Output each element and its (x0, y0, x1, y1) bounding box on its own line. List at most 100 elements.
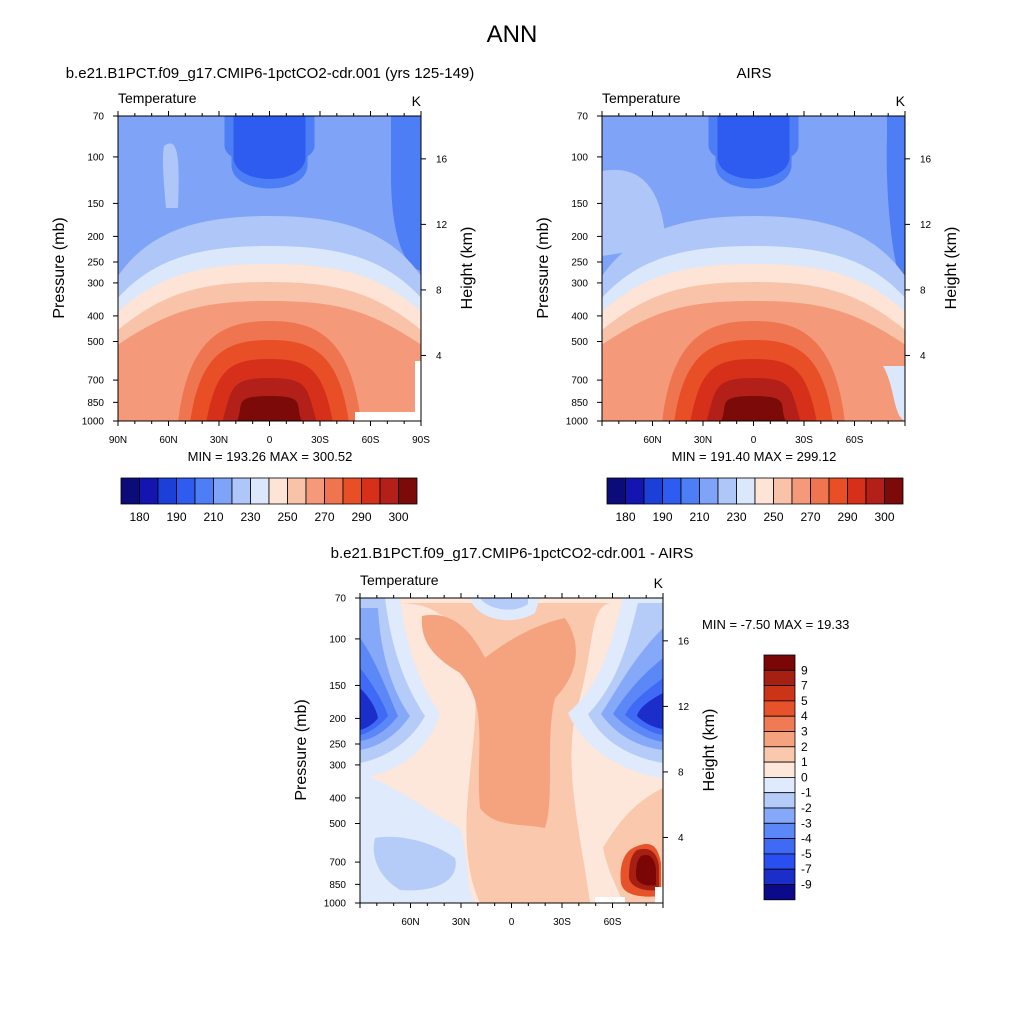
colorbar-label: 300 (874, 510, 894, 524)
height-tick: 4 (920, 351, 926, 362)
colorbar-label: 2 (801, 740, 808, 754)
colorbar-swatch (287, 477, 307, 505)
pressure-tick: 200 (571, 232, 588, 243)
latitude-tick: 60N (159, 435, 177, 446)
pressure-tick-labels: 70 100 150 200 250 300 400 500 700 850 1000 (324, 594, 360, 910)
colorbar-swatch (625, 477, 645, 505)
colorbar-swatch (305, 477, 325, 505)
contour-band (636, 854, 656, 886)
colorbar-label: 4 (801, 709, 808, 723)
pressure-tick: 1000 (324, 899, 347, 910)
contour-field (602, 116, 905, 421)
contour-band (480, 598, 528, 610)
colorbar-swatch (324, 477, 344, 505)
colorbar-swatch (791, 477, 811, 505)
colorbar-swatch (763, 884, 796, 901)
pressure-tick: 700 (87, 376, 104, 387)
y2-axis-label: Height (km) (701, 709, 718, 792)
pressure-tick: 400 (87, 311, 104, 322)
page-title: ANN (487, 21, 538, 48)
latitude-tick: 30N (694, 435, 712, 446)
latitude-tick: 60S (604, 917, 622, 928)
pressure-tick: 850 (87, 398, 104, 409)
units-label: K (654, 575, 664, 591)
contour-band (391, 116, 421, 271)
colorbar-label: 190 (652, 510, 672, 524)
pressure-tick: 700 (329, 858, 346, 869)
pressure-tick-labels: 70 100 150 200 250 300 400 500 700 850 1000 (566, 112, 602, 428)
latitude-tick-labels: 60N 30N 0 30S 60S (601, 111, 906, 446)
colorbar-label: 230 (240, 510, 260, 524)
colorbar-label: -5 (801, 847, 812, 861)
latitude-tick: 30N (210, 435, 228, 446)
height-tick: 12 (436, 220, 448, 231)
colorbar-swatch (250, 477, 270, 505)
colorbar-label: -7 (801, 862, 812, 876)
contour-band (720, 396, 787, 421)
colorbar-swatch (157, 477, 177, 505)
height-tick: 4 (436, 351, 442, 362)
colorbar-label: 270 (314, 510, 334, 524)
units-label: K (412, 93, 422, 109)
height-tick: 8 (678, 767, 684, 778)
colorbar-swatch (763, 715, 796, 732)
colorbar-swatch (763, 746, 796, 763)
colorbar-swatch (763, 853, 796, 870)
colorbar-swatch (763, 654, 796, 671)
pressure-tick: 300 (571, 278, 588, 289)
variable-label: Temperature (360, 572, 439, 588)
pressure-tick: 1000 (566, 417, 589, 428)
pressure-tick: 70 (335, 594, 347, 605)
panel-title: b.e21.B1PCT.f09_g17.CMIP6-1pctCO2-cdr.00… (331, 545, 694, 562)
colorbar-label: 300 (388, 510, 408, 524)
colorbar-swatch (754, 477, 774, 505)
colorbar-swatch (268, 477, 288, 505)
colorbar-swatch (763, 868, 796, 885)
colorbar-label: 180 (615, 510, 635, 524)
colorbar-swatch (643, 477, 663, 505)
colorbar-swatch (763, 761, 796, 778)
y-axis-label: Pressure (mb) (51, 217, 68, 318)
panel-model: b.e21.B1PCT.f09_g17.CMIP6-1pctCO2-cdr.00… (51, 65, 476, 524)
pressure-tick: 70 (577, 112, 589, 123)
pressure-tick: 300 (329, 760, 346, 771)
latitude-tick-labels: 90N 60N 30N 0 30S 60S 90S (109, 111, 430, 446)
latitude-tick: 60N (401, 917, 419, 928)
colorbar-label: 1 (801, 755, 808, 769)
min-max-label: MIN = 193.26 MAX = 300.52 (188, 449, 353, 464)
colorbar-swatch (763, 685, 796, 702)
pressure-tick: 100 (571, 152, 588, 163)
colorbar-label: 0 (801, 770, 808, 784)
contour-band (162, 143, 179, 208)
colorbar-swatch (361, 477, 381, 505)
missing-data-mask (595, 897, 625, 903)
colorbar-swatch (810, 477, 830, 505)
missing-data-mask (655, 887, 663, 903)
latitude-tick: 90N (109, 435, 127, 446)
contour-band (717, 116, 790, 179)
panel-title: AIRS (736, 65, 771, 82)
min-max-label: MIN = -7.50 MAX = 19.33 (702, 617, 849, 632)
colorbar-swatch (699, 477, 719, 505)
colorbar-swatch (717, 477, 737, 505)
pressure-tick: 500 (87, 337, 104, 348)
height-tick: 4 (678, 833, 684, 844)
colorbar-swatch (736, 477, 756, 505)
colorbar-label: 230 (726, 510, 746, 524)
variable-label: Temperature (118, 90, 197, 106)
height-tick: 8 (920, 285, 926, 296)
pressure-tick: 250 (87, 258, 104, 269)
latitude-tick: 30S (553, 917, 571, 928)
pressure-tick: 1000 (82, 417, 105, 428)
colorbar-label: 3 (801, 725, 808, 739)
height-tick: 16 (678, 636, 690, 647)
contour-band (886, 116, 905, 286)
colorbar-label: 5 (801, 694, 808, 708)
pressure-tick: 150 (329, 681, 346, 692)
height-tick: 16 (920, 154, 932, 165)
colorbar-label: 270 (800, 510, 820, 524)
colorbar-swatch (120, 477, 140, 505)
colorbar-swatch (398, 477, 418, 505)
colorbar-swatch (884, 477, 904, 505)
